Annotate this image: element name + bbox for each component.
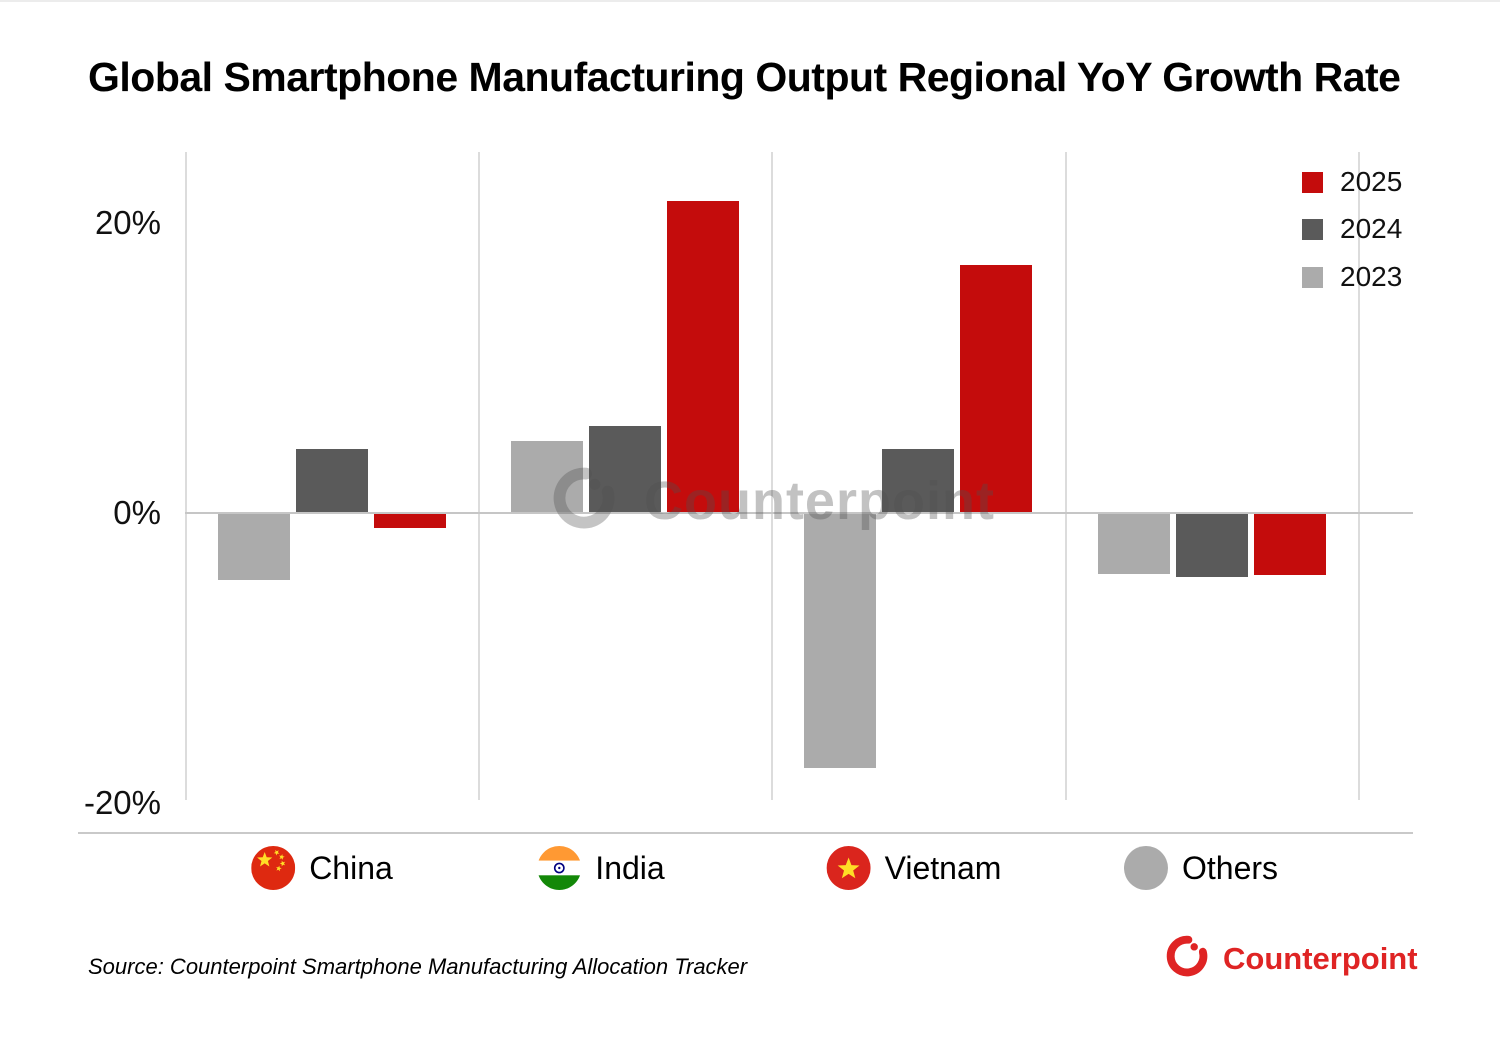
vietnam-flag-icon — [826, 846, 871, 890]
bar-india-2025 — [667, 201, 739, 513]
bar-india-2024 — [589, 426, 661, 513]
zero-baseline — [185, 512, 1413, 514]
bar-vietnam-2023 — [804, 513, 876, 769]
group-separator-gridline — [1065, 152, 1067, 800]
legend-swatch-2025 — [1302, 171, 1323, 193]
x-axis-line — [78, 832, 1413, 834]
bar-others-2025 — [1254, 513, 1326, 576]
category-india: India — [537, 846, 665, 890]
bar-china-2023 — [218, 513, 290, 580]
group-separator-gridline — [478, 152, 480, 800]
chart-title: Global Smartphone Manufacturing Output R… — [88, 54, 1401, 100]
legend-label-2025: 2025 — [1340, 166, 1403, 197]
category-vietnam: Vietnam — [826, 846, 1002, 890]
bar-vietnam-2024 — [882, 449, 954, 513]
group-separator-gridline — [185, 152, 187, 800]
others-circle-icon — [1123, 846, 1168, 890]
category-label: India — [595, 849, 665, 886]
bar-india-2023 — [511, 440, 583, 513]
category-china: China — [251, 846, 393, 890]
legend-swatch-2024 — [1302, 218, 1323, 240]
bar-others-2023 — [1098, 513, 1170, 574]
category-others: Others — [1123, 846, 1279, 890]
counterpoint-logo-text: Counterpoint — [1223, 940, 1418, 976]
legend-item-2025: 2025 — [1302, 166, 1402, 198]
bar-china-2024 — [296, 449, 368, 513]
y-tick-label: 0% — [113, 494, 161, 531]
legend-item-2024: 2024 — [1302, 213, 1402, 245]
bar-vietnam-2025 — [960, 265, 1032, 513]
legend-swatch-2023 — [1302, 266, 1323, 288]
counterpoint-c-mark-icon — [1163, 932, 1211, 985]
category-label: China — [309, 849, 393, 886]
legend-label-2024: 2024 — [1340, 213, 1403, 244]
group-separator-gridline — [1358, 152, 1360, 800]
category-label: Vietnam — [884, 849, 1002, 886]
counterpoint-logo: Counterpoint — [1163, 932, 1418, 985]
china-flag-icon — [251, 846, 296, 890]
bar-china-2025 — [374, 513, 446, 528]
legend-item-2023: 2023 — [1302, 261, 1402, 293]
y-tick-label: -20% — [83, 784, 161, 821]
group-separator-gridline — [771, 152, 773, 800]
india-flag-icon — [537, 846, 582, 890]
source-text: Source: Counterpoint Smartphone Manufact… — [88, 954, 748, 979]
category-label: Others — [1181, 849, 1279, 886]
y-tick-label: 20% — [94, 204, 161, 241]
legend-label-2023: 2023 — [1340, 261, 1403, 292]
bar-others-2024 — [1176, 513, 1248, 577]
